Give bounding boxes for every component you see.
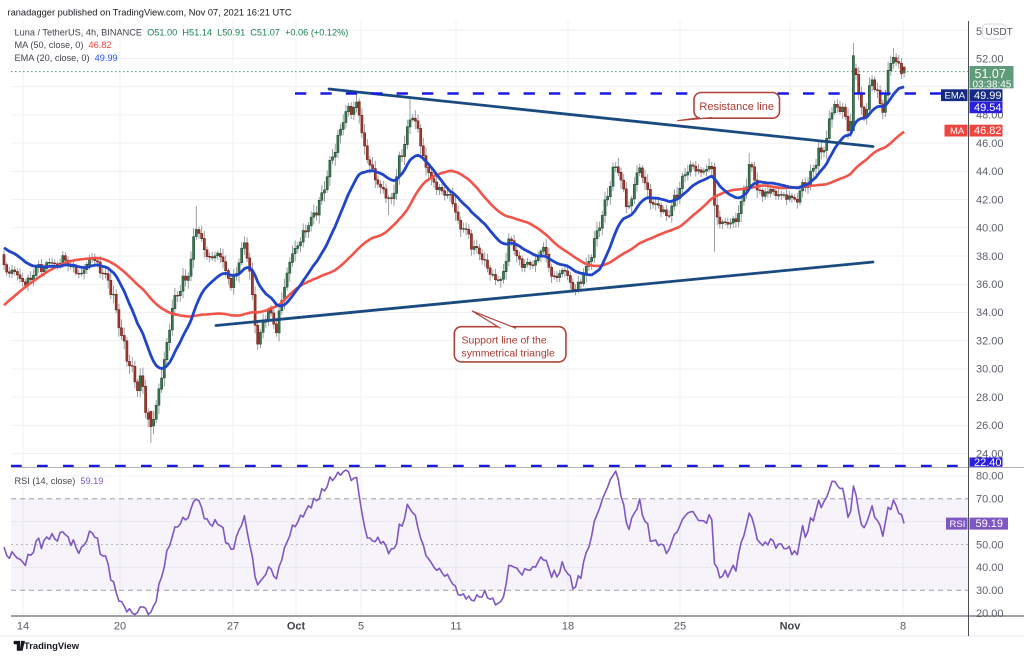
svg-text:40.00: 40.00 (976, 223, 1004, 235)
svg-text:25: 25 (674, 621, 686, 633)
svg-text:03:38:45: 03:38:45 (973, 79, 1012, 90)
svg-text:RSI (14, close) 59.19: RSI (14, close) 59.19 (15, 476, 104, 486)
svg-text:Resistance line: Resistance line (699, 101, 774, 113)
svg-text:EMA (20, close, 0) 49.99: EMA (20, close, 0) 49.99 (15, 53, 118, 63)
svg-text:38.00: 38.00 (976, 251, 1004, 263)
svg-text:70.00: 70.00 (976, 494, 1004, 506)
svg-text:27: 27 (227, 621, 239, 633)
svg-text:36.00: 36.00 (976, 279, 1004, 291)
svg-text:EMA: EMA (945, 91, 966, 102)
svg-text:MA: MA (950, 126, 965, 137)
svg-text:50.00: 50.00 (976, 539, 1004, 551)
svg-text:26.00: 26.00 (976, 420, 1004, 432)
svg-text:USDT: USDT (986, 27, 1013, 38)
svg-text:5: 5 (976, 26, 982, 38)
svg-text:20: 20 (114, 621, 126, 633)
svg-text:28.00: 28.00 (976, 392, 1004, 404)
svg-text:22.40: 22.40 (974, 457, 1002, 469)
svg-text:30.00: 30.00 (976, 364, 1004, 376)
svg-text:52.00: 52.00 (976, 53, 1004, 65)
svg-text:49.99: 49.99 (974, 90, 1002, 102)
svg-text:Nov: Nov (780, 621, 802, 633)
svg-text:51.07: 51.07 (975, 67, 1006, 81)
svg-text:Oct: Oct (287, 621, 306, 633)
svg-text:5: 5 (358, 621, 364, 633)
svg-text:80.00: 80.00 (976, 471, 1004, 483)
svg-text:11: 11 (450, 621, 461, 633)
svg-text:ranadagger published on Tradin: ranadagger published on TradingView.com,… (8, 7, 292, 17)
svg-text:20.00: 20.00 (976, 608, 1004, 620)
svg-text:symmetrical triangle: symmetrical triangle (462, 348, 556, 360)
svg-text:32.00: 32.00 (976, 335, 1004, 347)
svg-text:RSI: RSI (950, 519, 966, 530)
svg-text:Luna / TetherUS, 4h, BINANCE: Luna / TetherUS, 4h, BINANCE O51.00 H51.… (15, 27, 349, 37)
svg-text:34.00: 34.00 (976, 307, 1004, 319)
svg-text:TradingView: TradingView (24, 640, 80, 651)
svg-text:46.00: 46.00 (976, 138, 1004, 150)
svg-text:40.00: 40.00 (976, 562, 1004, 574)
svg-text:49.54: 49.54 (974, 102, 1002, 114)
svg-text:30.00: 30.00 (976, 585, 1004, 597)
svg-text:42.00: 42.00 (976, 194, 1004, 206)
svg-text:18: 18 (562, 621, 574, 633)
svg-text:8: 8 (900, 621, 906, 633)
svg-text:24.00: 24.00 (976, 448, 1004, 460)
svg-text:59.19: 59.19 (976, 518, 1004, 530)
svg-text:MA (50, close, 0) 46.82: MA (50, close, 0) 46.82 (15, 40, 112, 50)
svg-text:14: 14 (17, 621, 29, 633)
svg-text:44.00: 44.00 (976, 166, 1004, 178)
svg-text:Support line of the: Support line of the (462, 335, 547, 347)
svg-text:46.82: 46.82 (974, 125, 1002, 137)
